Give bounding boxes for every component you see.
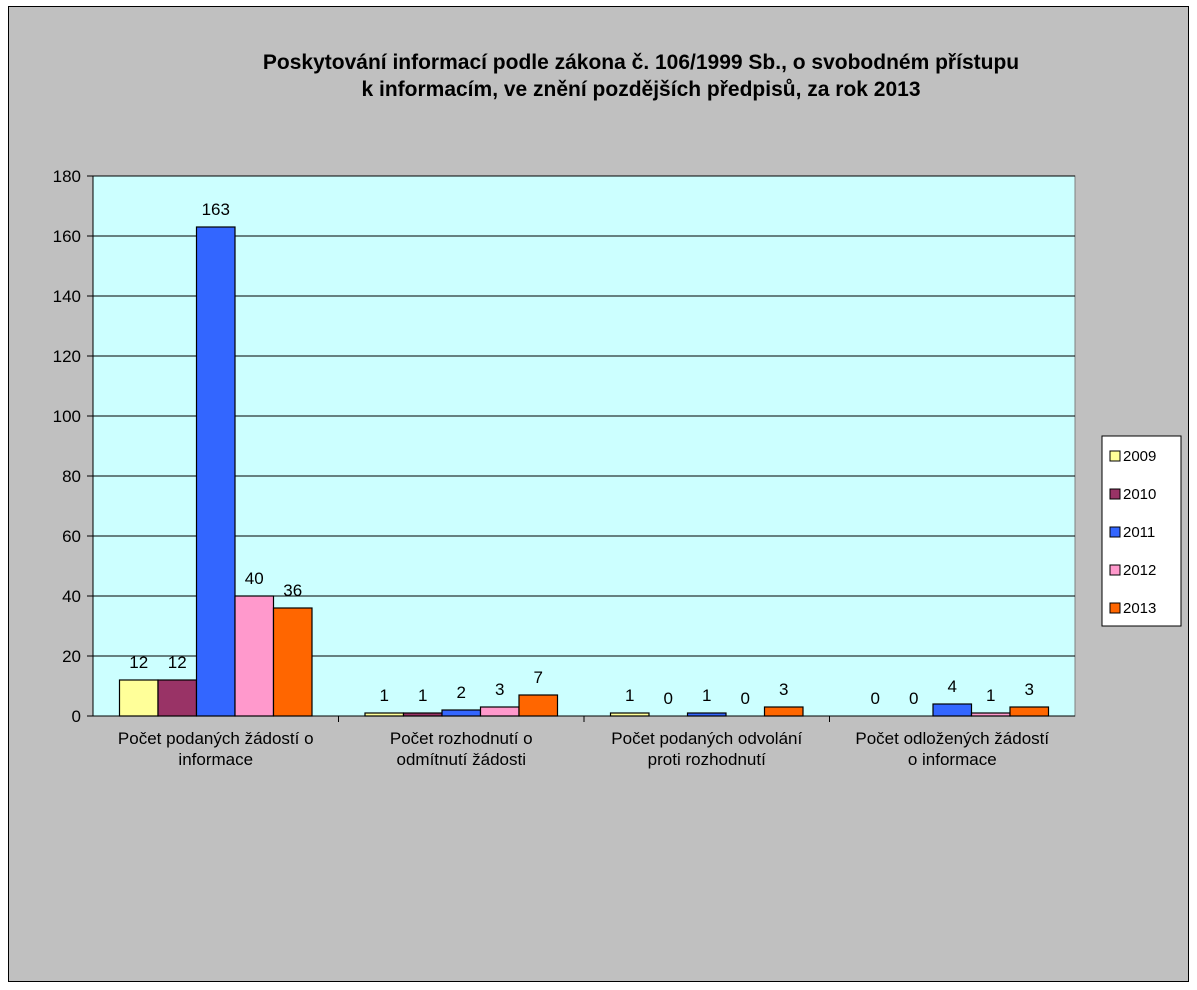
data-label-2009-cat3: 1 [625,686,634,705]
bar-2013-cat3 [763,706,804,717]
x-category-label: Počet odložených žádostí [855,729,1049,748]
data-label-2013-cat1: 36 [283,581,302,600]
bar-2010-cat2 [402,712,443,717]
x-category-label: proti rozhodnutí [648,750,766,769]
x-category-label: Počet rozhodnutí o [390,729,533,748]
y-tick-label: 100 [53,407,81,426]
bar-2011-cat4 [932,703,973,717]
data-label-2011-cat1: 163 [202,200,230,219]
x-category-label: o informace [908,750,997,769]
data-label-2011-cat4: 4 [948,677,957,696]
data-label-2012-cat4: 1 [986,686,995,705]
data-label-2010-cat3: 0 [664,689,673,708]
legend-swatch-2010 [1109,488,1121,500]
data-label-2012-cat3: 0 [741,689,750,708]
x-category-label: Počet podaných žádostí o [118,729,314,748]
data-label-2009-cat2: 1 [380,686,389,705]
legend-entry-2009: 2009 [1123,448,1156,465]
bar-2013-cat1 [272,607,313,717]
x-category-label: odmítnutí žádosti [397,750,526,769]
bar-2009-cat3 [609,712,650,717]
data-label-2010-cat1: 12 [168,653,187,672]
bar-2011-cat3 [686,712,727,717]
legend-swatch-2013 [1109,602,1121,614]
y-tick-label: 180 [53,167,81,186]
bar-2012-cat4 [970,712,1011,717]
legend-swatch-2009 [1109,450,1121,462]
bar-2009-cat1 [118,679,159,717]
legend-entry-2013: 2013 [1123,600,1156,617]
bar-2013-cat4 [1009,706,1050,717]
chart-area: Poskytování informací podle zákona č. 10… [8,6,1189,982]
chart-title-line-2: k informacím, ve znění pozdějších předpi… [361,78,920,101]
bar-2011-cat2 [441,709,482,717]
y-tick-label: 120 [53,347,81,366]
data-label-2010-cat2: 1 [418,686,427,705]
bar-2012-cat1 [234,595,275,717]
y-tick-label: 80 [62,467,81,486]
data-label-2012-cat2: 3 [495,680,504,699]
legend-swatch-2011 [1109,526,1121,538]
bar-2012-cat2 [479,706,520,717]
y-tick-label: 60 [62,527,81,546]
data-label-2013-cat3: 3 [779,680,788,699]
x-category-label: informace [178,750,253,769]
data-label-2011-cat2: 2 [457,683,466,702]
legend: 2009 2010 2011 2012 2013 [1101,435,1182,627]
bar-chart: Poskytování informací podle zákona č. 10… [53,51,1182,769]
bar-2011-cat1 [195,226,236,717]
y-tick-label: 140 [53,287,81,306]
data-label-2010-cat4: 0 [909,689,918,708]
legend-swatch-2012 [1109,564,1121,576]
bar-2013-cat2 [518,694,559,717]
x-category-label: Počet podaných odvolání [611,729,802,748]
y-tick-label: 40 [62,587,81,606]
data-label-2013-cat4: 3 [1025,680,1034,699]
legend-entry-2011: 2011 [1123,524,1155,541]
bar-2010-cat1 [157,679,198,717]
y-tick-label: 160 [53,227,81,246]
data-label-2009-cat1: 12 [129,653,148,672]
bar-2009-cat2 [364,712,405,717]
y-tick-label: 20 [62,647,81,666]
data-label-2013-cat2: 7 [534,668,543,687]
y-tick-label: 0 [72,707,81,726]
legend-entry-2012: 2012 [1123,562,1156,579]
legend-entry-2010: 2010 [1123,486,1156,503]
data-label-2009-cat4: 0 [871,689,880,708]
chart-title-line-1: Poskytování informací podle zákona č. 10… [263,51,1019,74]
data-label-2011-cat3: 1 [702,686,711,705]
data-label-2012-cat1: 40 [245,569,264,588]
